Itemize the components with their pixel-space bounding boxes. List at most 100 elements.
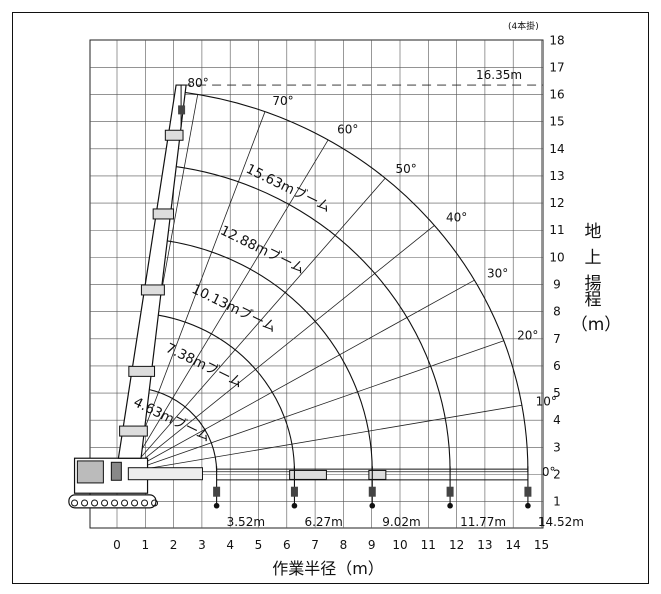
x-tick-label: 5 <box>255 538 263 552</box>
x-tick-label: 14 <box>506 538 521 552</box>
track-roller <box>151 499 159 507</box>
x-tick-label: 3 <box>198 538 206 552</box>
angle-label: 80° <box>187 76 208 90</box>
y-tick-label: 18 <box>549 33 564 47</box>
boom-arc <box>140 387 218 472</box>
x-tick-label: 15 <box>534 538 549 552</box>
angle-line <box>128 177 386 473</box>
engine-cover <box>110 461 122 481</box>
angle-lines <box>127 94 528 473</box>
angle-label: 40° <box>446 210 467 224</box>
boom-section-joint <box>140 284 165 296</box>
boom-arcs <box>140 91 529 472</box>
boom-section-joint <box>152 208 175 220</box>
y-tick-label: 9 <box>553 278 561 292</box>
angle-label: 10° <box>536 395 557 409</box>
angle-line <box>128 404 522 473</box>
angle-label: 0° <box>542 465 556 479</box>
y-tick-label: 4 <box>553 413 561 427</box>
boom-section-joint <box>164 129 184 141</box>
boom-section-detail <box>289 469 327 480</box>
hook <box>369 502 376 509</box>
track-roller <box>91 499 99 507</box>
x-tick-label: 10 <box>392 538 407 552</box>
x-tick-label: 7 <box>311 538 319 552</box>
x-tick-label: 6 <box>283 538 291 552</box>
y-axis-title-char-3: 揚 <box>585 274 602 294</box>
boom-section-joint <box>119 425 148 437</box>
y-tick-label: 15 <box>549 115 564 129</box>
y-tick-label: 1 <box>553 495 561 509</box>
max-height-label: 16.35m <box>476 68 522 82</box>
crane-drawing <box>68 84 532 509</box>
y-axis-title-char-4: 程 <box>585 290 602 310</box>
track-roller <box>121 499 129 507</box>
track-roller <box>131 499 139 507</box>
y-tick-label: 3 <box>553 440 561 454</box>
y-axis-title-char-2: 上 <box>585 248 602 268</box>
y-tick-label: 13 <box>549 169 564 183</box>
angle-label: 30° <box>487 266 508 280</box>
grid-border <box>89 39 544 529</box>
y-tick-label: 8 <box>553 305 561 319</box>
crane-body <box>68 457 159 509</box>
diagram-frame <box>12 12 649 584</box>
track-roller <box>111 499 119 507</box>
angle-line <box>128 340 504 473</box>
angle-line <box>127 111 266 472</box>
x-tick-label: 1 <box>141 538 149 552</box>
x-tick-label: 8 <box>340 538 348 552</box>
y-tick-label: 6 <box>553 359 561 373</box>
boom-arc <box>151 313 295 472</box>
track-roller <box>141 499 149 507</box>
hook <box>291 502 298 509</box>
hook-block <box>524 486 532 497</box>
boom-section-joint <box>128 365 156 377</box>
raised-hook-block <box>178 105 186 115</box>
y-tick-label: 2 <box>553 468 561 482</box>
radius-label: 3.52m <box>227 515 265 529</box>
radius-label: 11.77m <box>460 515 506 529</box>
x-tick-label: 9 <box>368 538 376 552</box>
y-tick-label: 12 <box>549 196 564 210</box>
angle-line <box>128 279 475 473</box>
radius-label: 9.02m <box>382 515 420 529</box>
boom-arc <box>162 239 373 472</box>
radius-label: 6.27m <box>304 515 342 529</box>
boom-arc <box>183 91 529 472</box>
hook-block <box>213 486 221 497</box>
angle-line <box>128 225 435 473</box>
radius-label: 14.52m <box>538 515 584 529</box>
hook-block <box>290 486 298 497</box>
boom-arc <box>173 165 451 472</box>
track-roller <box>71 499 79 507</box>
y-tick-label: 17 <box>549 60 564 74</box>
x-tick-label: 4 <box>226 538 234 552</box>
x-tick-label: 2 <box>170 538 178 552</box>
angle-label: 60° <box>337 123 358 137</box>
x-axis-title: 作業半径（m） <box>272 559 384 578</box>
angle-line <box>127 139 329 472</box>
hook <box>447 502 453 509</box>
hook <box>525 502 531 509</box>
y-tick-label: 16 <box>549 88 564 102</box>
hook-block <box>368 486 376 497</box>
boom-length-label: 7.38mブーム <box>163 339 245 391</box>
angle-label: 20° <box>517 328 538 342</box>
cab <box>76 460 104 484</box>
y-tick-label: 5 <box>553 386 561 400</box>
boom-section-detail <box>368 469 387 480</box>
boom-length-label: 15.63mブーム <box>243 160 333 216</box>
track-roller <box>81 499 89 507</box>
hook-block <box>446 486 454 497</box>
y-tick-label: 14 <box>549 142 564 156</box>
boom-length-label: 10.13mブーム <box>189 280 279 336</box>
x-tick-label: 13 <box>477 538 492 552</box>
falls-note: (4本掛) <box>508 20 539 32</box>
y-tick-label: 10 <box>549 250 564 264</box>
stowed-boom <box>127 467 203 481</box>
x-tick-label: 12 <box>449 538 464 552</box>
angle-label: 50° <box>396 162 417 176</box>
y-axis-title-unit: （m） <box>571 315 622 335</box>
